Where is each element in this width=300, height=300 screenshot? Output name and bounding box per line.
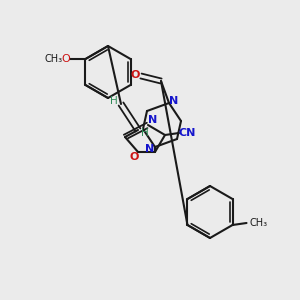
- Text: N: N: [146, 144, 154, 154]
- Text: CH₃: CH₃: [250, 218, 268, 228]
- Text: H: H: [141, 128, 149, 138]
- Text: H: H: [110, 96, 118, 106]
- Text: N: N: [148, 115, 158, 125]
- Text: O: O: [130, 70, 140, 80]
- Text: CN: CN: [178, 128, 196, 138]
- Text: CH₃: CH₃: [44, 54, 62, 64]
- Text: O: O: [129, 152, 139, 162]
- Text: O: O: [61, 54, 70, 64]
- Text: N: N: [169, 96, 178, 106]
